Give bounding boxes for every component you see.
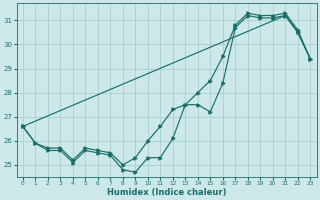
X-axis label: Humidex (Indice chaleur): Humidex (Indice chaleur) <box>107 188 226 197</box>
